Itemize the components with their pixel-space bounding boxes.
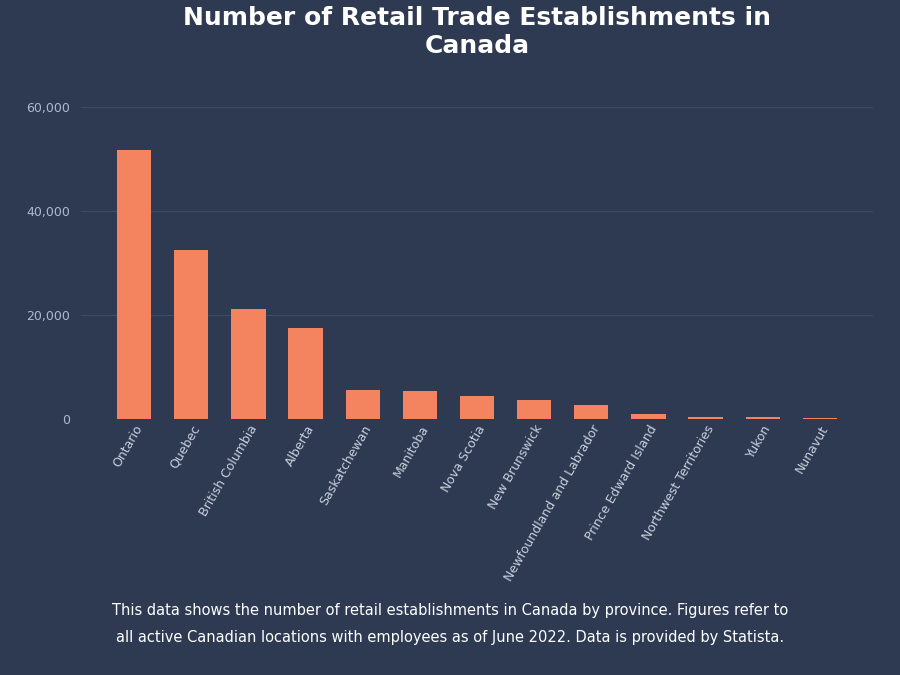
Bar	[745, 416, 780, 418]
Bar	[231, 309, 266, 418]
Bar	[574, 405, 608, 418]
Title: Number of Retail Trade Establishments in
Canada: Number of Retail Trade Establishments in…	[183, 7, 771, 58]
Bar	[288, 327, 323, 418]
Bar	[517, 400, 552, 418]
Bar	[402, 391, 437, 418]
Text: all active Canadian locations with employees as of June 2022. Data is provided b: all active Canadian locations with emplo…	[116, 630, 784, 645]
Bar	[460, 396, 494, 418]
Bar	[117, 150, 151, 418]
Text: This data shows the number of retail establishments in Canada by province. Figur: This data shows the number of retail est…	[112, 603, 788, 618]
Bar	[631, 414, 666, 418]
Bar	[174, 250, 209, 418]
Bar	[346, 390, 380, 418]
Bar	[688, 416, 723, 418]
